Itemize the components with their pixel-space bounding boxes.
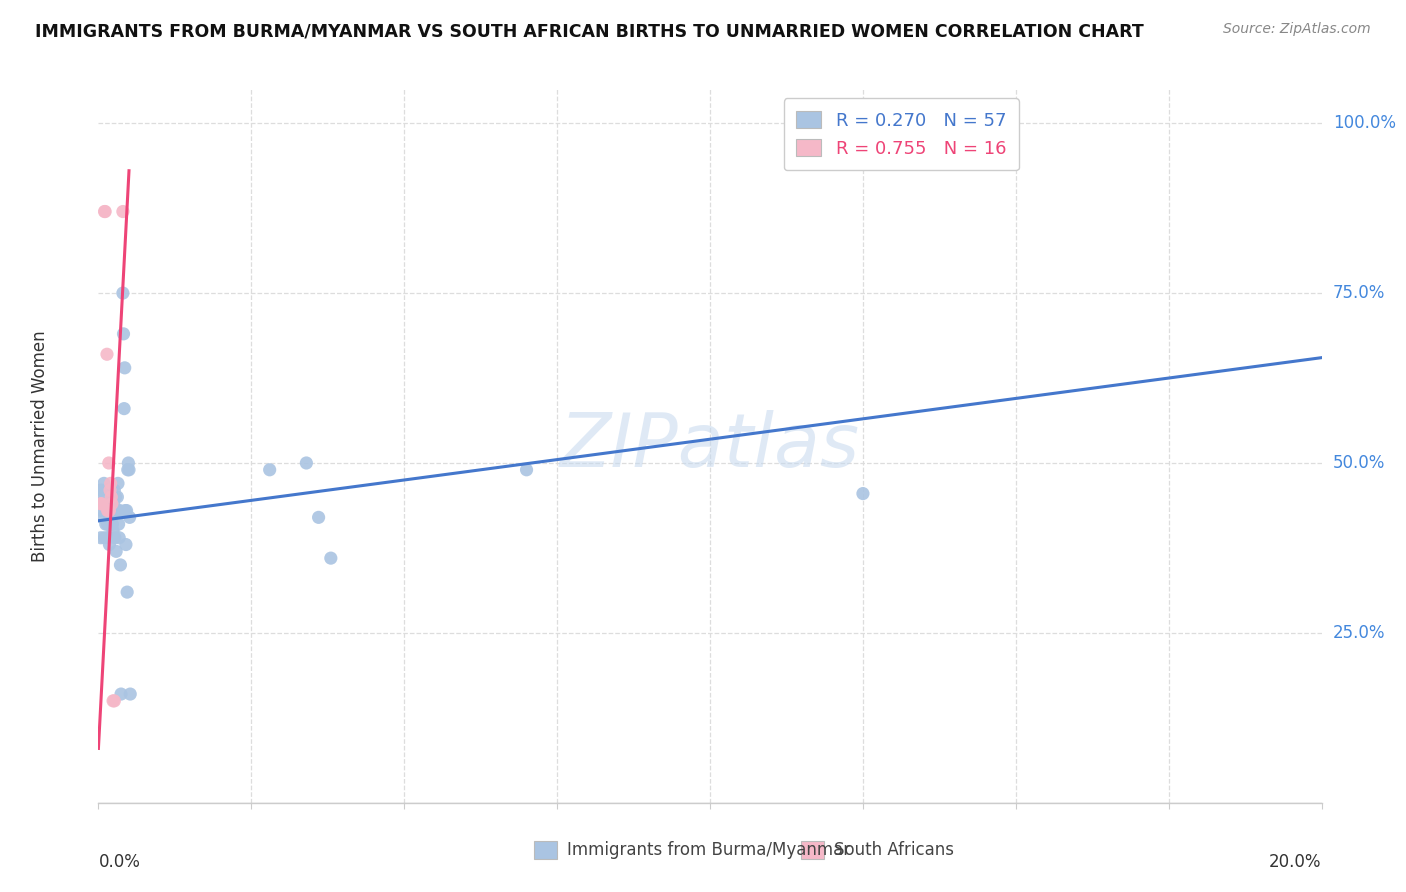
Point: [516, 463, 538, 477]
Point: [101, 497, 124, 511]
Point: [100, 476, 122, 491]
Point: [112, 326, 135, 341]
Point: [97, 497, 120, 511]
Point: [89, 483, 111, 498]
Point: [105, 544, 128, 558]
Point: [97, 517, 120, 532]
Text: 0.0%: 0.0%: [98, 853, 141, 871]
Point: [295, 456, 318, 470]
Point: [90, 503, 112, 517]
Point: [94, 517, 117, 532]
Text: South Africans: South Africans: [834, 841, 953, 859]
Point: [103, 497, 125, 511]
Text: 25.0%: 25.0%: [1333, 624, 1385, 642]
Point: [98, 537, 121, 551]
Point: [107, 517, 129, 532]
Point: [114, 503, 136, 517]
Point: [93, 531, 115, 545]
Point: [101, 503, 124, 517]
Point: [115, 537, 138, 551]
Text: 50.0%: 50.0%: [1333, 454, 1385, 472]
Point: [100, 490, 122, 504]
Point: [259, 463, 281, 477]
Point: [98, 503, 121, 517]
Point: [87, 497, 110, 511]
Point: [100, 497, 122, 511]
Text: 100.0%: 100.0%: [1333, 114, 1396, 132]
Point: [90, 497, 112, 511]
Point: [91, 497, 114, 511]
Point: [117, 463, 139, 477]
Point: [120, 687, 142, 701]
Point: [319, 551, 342, 566]
Point: [90, 531, 112, 545]
Point: [93, 476, 115, 491]
Point: [115, 585, 138, 599]
Point: [97, 456, 120, 470]
Point: [101, 517, 124, 532]
Point: [115, 503, 138, 517]
Point: [97, 503, 120, 517]
Point: [103, 694, 125, 708]
Point: [105, 490, 128, 504]
Point: [97, 503, 120, 517]
Point: [94, 503, 117, 517]
Text: Immigrants from Burma/Myanmar: Immigrants from Burma/Myanmar: [567, 841, 849, 859]
Point: [110, 687, 132, 701]
Point: [97, 503, 120, 517]
Point: [98, 483, 121, 498]
Point: [94, 204, 117, 219]
Legend: R = 0.270   N = 57, R = 0.755   N = 16: R = 0.270 N = 57, R = 0.755 N = 16: [783, 98, 1019, 170]
Point: [114, 360, 136, 375]
Point: [308, 510, 330, 524]
Point: [96, 483, 118, 498]
Point: [96, 483, 118, 498]
Point: [111, 204, 134, 219]
Point: [112, 401, 135, 416]
Point: [118, 510, 141, 524]
Point: [852, 486, 875, 500]
Bar: [801, 841, 824, 859]
Point: [108, 531, 131, 545]
Bar: [534, 841, 557, 859]
Text: 75.0%: 75.0%: [1333, 284, 1385, 302]
Point: [100, 510, 122, 524]
Text: 20.0%: 20.0%: [1270, 853, 1322, 871]
Point: [91, 510, 114, 524]
Point: [108, 503, 131, 517]
Point: [118, 463, 141, 477]
Text: ZIPatlas: ZIPatlas: [560, 410, 860, 482]
Point: [104, 531, 127, 545]
Point: [97, 531, 120, 545]
Point: [98, 510, 121, 524]
Point: [103, 483, 125, 498]
Point: [101, 524, 124, 538]
Point: [93, 204, 115, 219]
Point: [110, 558, 132, 572]
Point: [96, 347, 118, 361]
Point: [91, 483, 114, 498]
Text: Births to Unmarried Women: Births to Unmarried Women: [31, 330, 49, 562]
Text: IMMIGRANTS FROM BURMA/MYANMAR VS SOUTH AFRICAN BIRTHS TO UNMARRIED WOMEN CORRELA: IMMIGRANTS FROM BURMA/MYANMAR VS SOUTH A…: [35, 22, 1144, 40]
Point: [104, 490, 127, 504]
Point: [111, 286, 134, 301]
Point: [107, 476, 129, 491]
Point: [93, 490, 115, 504]
Point: [90, 497, 112, 511]
Text: Source: ZipAtlas.com: Source: ZipAtlas.com: [1223, 22, 1371, 37]
Point: [105, 503, 128, 517]
Point: [101, 694, 124, 708]
Point: [117, 456, 139, 470]
